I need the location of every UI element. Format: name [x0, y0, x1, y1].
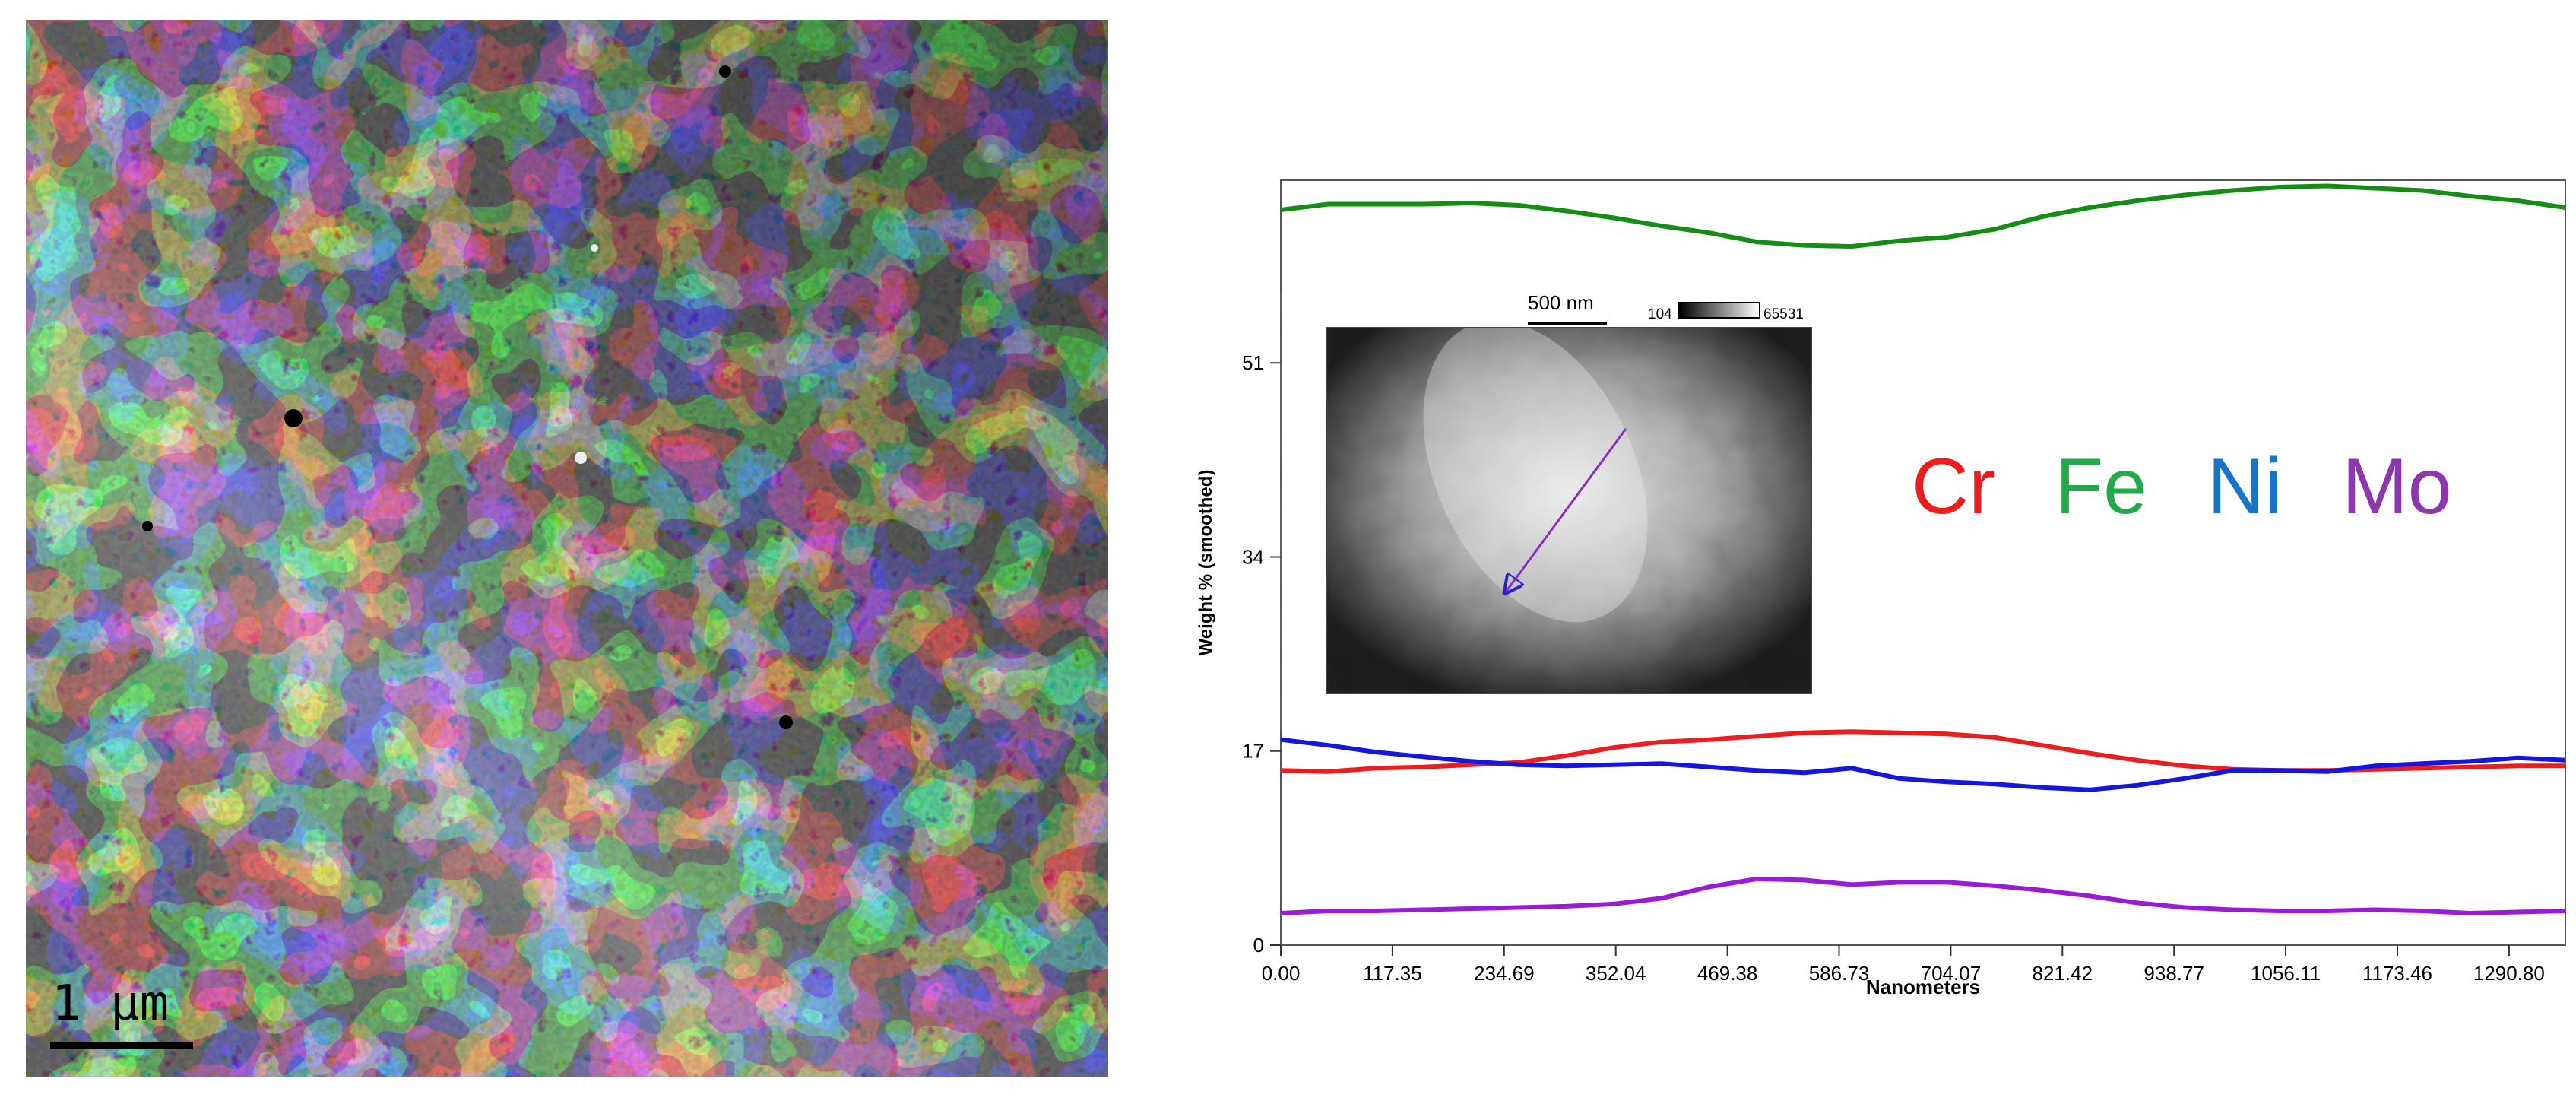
x-tick-label: 938.77 — [2143, 962, 2204, 985]
inset-colorbar — [1678, 302, 1760, 319]
series-lines — [1280, 183, 2566, 915]
x-tick-label: 704.07 — [1921, 962, 1982, 985]
y-axis: 0 17 34 51 — [1242, 351, 1281, 957]
inset-haadf-image — [1326, 320, 1812, 694]
x-axis-label: Nanometers — [1866, 976, 1980, 998]
x-tick-label: 0.00 — [1262, 962, 1301, 985]
micrograph-scale-label: 1 μm — [52, 976, 170, 1032]
x-tick-label: 469.38 — [1697, 962, 1758, 985]
series-line-ni — [1280, 737, 2566, 792]
micrograph-scale-bar — [50, 1042, 193, 1049]
x-tick-label: 352.04 — [1586, 962, 1646, 985]
x-tick-label: 586.73 — [1809, 962, 1870, 985]
series-line-fe — [1280, 183, 2566, 249]
series-line-mo — [1280, 876, 2566, 915]
legend-fe: Fe — [2055, 443, 2148, 531]
inset-colorbar-max: 65531 — [1763, 306, 1804, 322]
y-axis-label: Weight % (smoothed) — [1196, 470, 1216, 656]
y-tick-label: 17 — [1242, 740, 1264, 763]
y-tick-label: 0 — [1253, 934, 1264, 957]
legend-ni: Ni — [2207, 443, 2283, 531]
element-legend: Cr Fe Ni Mo — [1912, 447, 2490, 526]
inset-scale-bar — [1528, 322, 1607, 325]
line-scan-arrow — [1505, 428, 1627, 593]
inset-colorbar-min: 104 — [1648, 306, 1672, 322]
x-tick-label: 1173.46 — [2362, 962, 2432, 985]
x-tick-label: 1056.11 — [2251, 962, 2321, 985]
legend-cr: Cr — [1912, 443, 1995, 531]
x-tick-label: 117.35 — [1363, 962, 1422, 985]
legend-mo: Mo — [2342, 443, 2452, 531]
x-tick-label: 821.42 — [2033, 962, 2093, 985]
stem-micrograph-image — [26, 20, 1108, 1077]
composition-line-profile-chart: 0 17 34 51 0.00 117.35 234.69 352.04 469.38 586.… — [1196, 179, 2566, 998]
inset-scale-label: 500 nm — [1528, 291, 1594, 314]
y-tick-label: 51 — [1242, 351, 1264, 374]
y-tick-label: 34 — [1242, 545, 1264, 568]
x-tick-label: 234.69 — [1474, 962, 1535, 985]
x-axis: 0.00 117.35 234.69 352.04 469.38 586.73 704.07… — [1262, 945, 2545, 985]
x-tick-label: 1290.80 — [2473, 962, 2545, 985]
